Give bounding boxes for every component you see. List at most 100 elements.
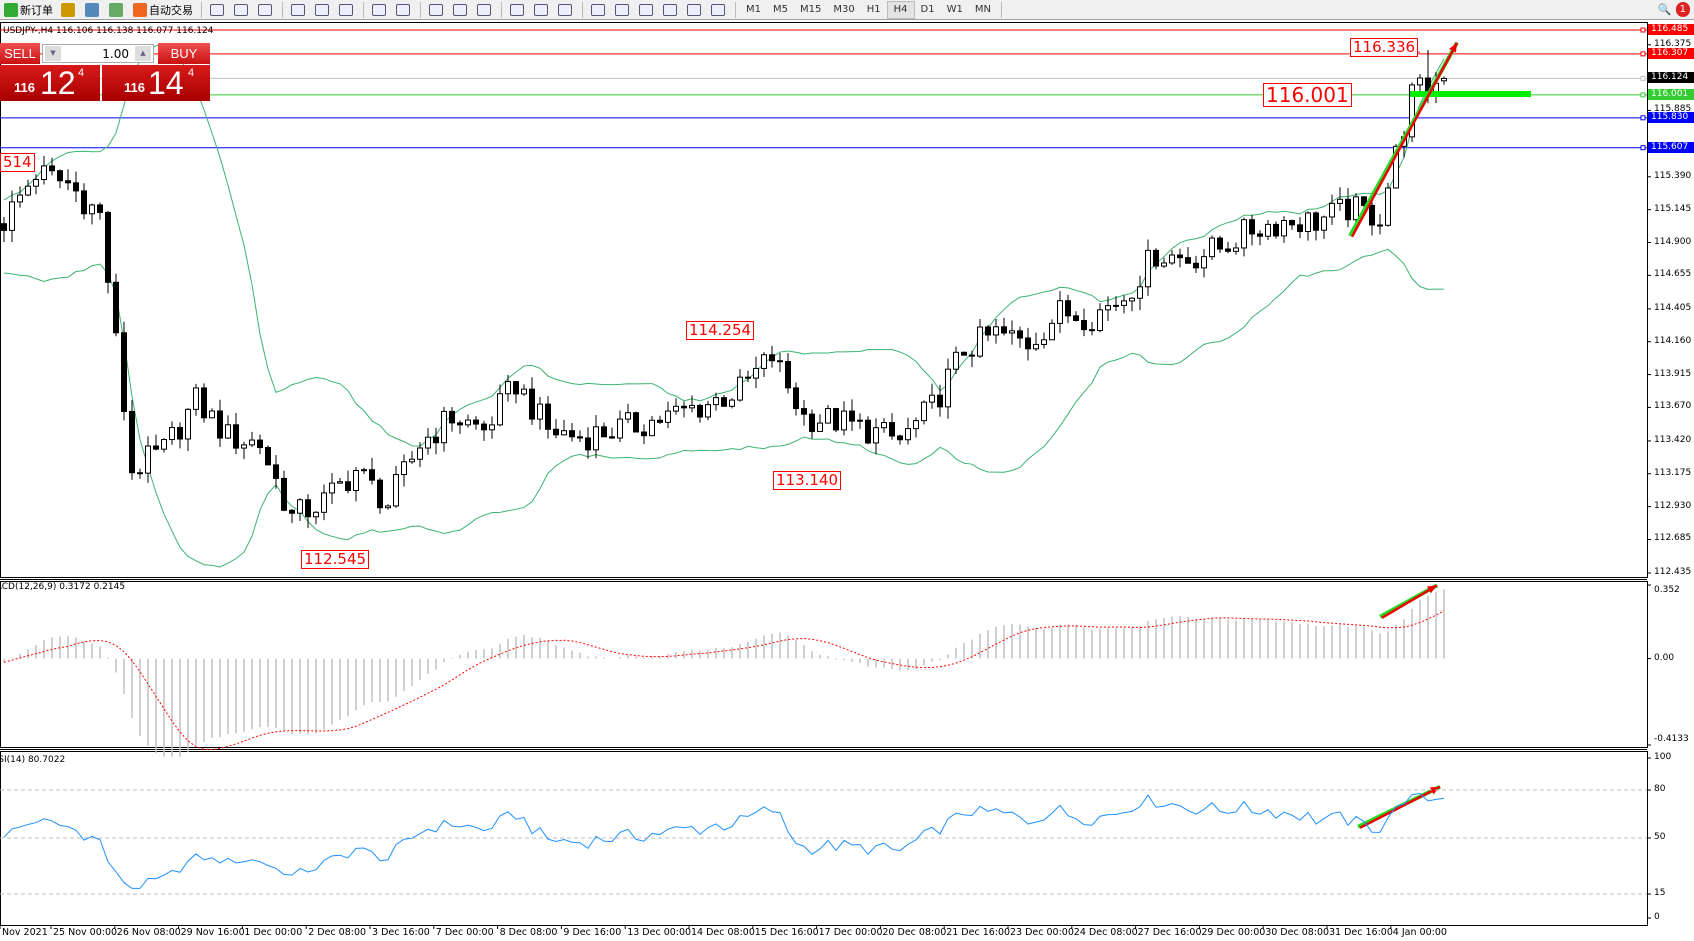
timeframe-m15[interactable]: M15: [800, 4, 822, 15]
toolbar-autotrading-button[interactable]: 自动交易: [129, 1, 197, 19]
candle: [969, 350, 975, 368]
price-annotation[interactable]: 112.545: [301, 550, 370, 569]
price-trend-arrow-red[interactable]: [1350, 42, 1459, 238]
text-label-icon[interactable]: [683, 1, 707, 19]
autoscroll-icon[interactable]: [392, 1, 416, 19]
arrows-icon[interactable]: [707, 1, 731, 19]
templates-icon-glyph: [477, 3, 491, 16]
line-handle[interactable]: [1640, 51, 1646, 57]
text-icon[interactable]: [659, 1, 683, 19]
buy-button[interactable]: BUY: [158, 43, 210, 64]
candle: [825, 404, 831, 424]
timeframe-w1[interactable]: W1: [946, 4, 963, 15]
price-axis-label: 112.930: [1654, 500, 1692, 511]
timeframe-h4[interactable]: H4: [886, 0, 915, 19]
time-axis-label: 9 Dec 16:00: [563, 927, 622, 938]
indicators-icon[interactable]: [425, 1, 449, 19]
candle: [433, 427, 439, 455]
periods-icon[interactable]: [449, 1, 473, 19]
candle: [921, 400, 927, 425]
templates-icon[interactable]: [473, 1, 497, 19]
line-handle[interactable]: [1640, 115, 1646, 121]
price-annotation[interactable]: 113.140: [773, 471, 842, 490]
trendline-icon[interactable]: [611, 1, 635, 19]
price-line-tag: 116.485: [1648, 24, 1694, 35]
candle: [497, 384, 503, 427]
toolbar-metaeditor-button[interactable]: [57, 1, 81, 19]
timeframe-h1[interactable]: H1: [866, 4, 881, 15]
toolbar-new-order-button[interactable]: 新订单: [0, 1, 57, 19]
toolbar-signal-button[interactable]: [105, 1, 129, 19]
candle: [97, 202, 103, 220]
chart-shift-icon[interactable]: [368, 1, 392, 19]
line-handle[interactable]: [1640, 27, 1646, 33]
timeframe-m30[interactable]: M30: [833, 4, 855, 15]
price-annotation[interactable]: 116.336: [1350, 38, 1419, 57]
candle: [81, 183, 87, 220]
macd-pane-frame: [0, 581, 1648, 748]
lot-down-icon[interactable]: ▼: [45, 46, 61, 61]
macd-label: MACD(12,26,9) 0.3172 0.2145: [0, 582, 126, 592]
candle: [417, 442, 423, 468]
candle: [385, 504, 391, 510]
autotrading-icon: [133, 2, 147, 17]
candle: [1009, 320, 1015, 345]
trendline-icon-glyph: [615, 3, 629, 16]
price-axis-label: 113.175: [1654, 467, 1692, 478]
chart-canvas[interactable]: [0, 20, 1694, 941]
toolbar-terminal-button[interactable]: [81, 1, 105, 19]
candle: [201, 383, 207, 423]
candle: [777, 352, 783, 373]
macd-trend-arrow-red[interactable]: [1381, 584, 1438, 619]
time-axis-label: 2 Dec 08:00: [308, 927, 367, 938]
rsi-trend-arrow-red[interactable]: [1359, 785, 1441, 829]
line-handle[interactable]: [1640, 145, 1646, 151]
line-chart-icon[interactable]: [254, 1, 278, 19]
cursor-icon[interactable]: [506, 1, 530, 19]
crosshair-icon[interactable]: [530, 1, 554, 19]
candle: [393, 466, 399, 508]
zoom-out-icon-glyph: [315, 3, 329, 16]
timeframe-m1[interactable]: M1: [746, 4, 761, 15]
price-axis-label: 114.405: [1654, 302, 1692, 313]
candle: [1049, 319, 1055, 341]
notification-badge[interactable]: 1: [1675, 2, 1690, 17]
timeframe-d1[interactable]: D1: [920, 4, 935, 15]
zoom-in-icon[interactable]: [287, 1, 311, 19]
candle: [1121, 295, 1127, 314]
price-annotation[interactable]: 114.254: [686, 321, 755, 340]
line-handle[interactable]: [1640, 92, 1646, 98]
line-handle[interactable]: [1640, 75, 1646, 81]
tile-windows-icon[interactable]: [335, 1, 359, 19]
sell-price-fraction: 4: [78, 67, 85, 79]
buy-price[interactable]: 116 14 4: [102, 65, 210, 101]
zoom-out-icon[interactable]: [311, 1, 335, 19]
candle: [225, 415, 231, 439]
candle: [625, 403, 631, 424]
price-annotation[interactable]: 116.001: [1263, 83, 1352, 107]
candle: [801, 399, 807, 426]
fibonacci-icon[interactable]: [635, 1, 659, 19]
sell-price[interactable]: 116 12 4: [0, 65, 100, 101]
timeframe-mn[interactable]: MN: [974, 4, 991, 15]
candle: [57, 169, 63, 189]
vertical-line-icon[interactable]: [554, 1, 578, 19]
horizontal-line-icon[interactable]: [587, 1, 611, 19]
candle: [1345, 188, 1351, 228]
candle: [977, 318, 983, 359]
sell-button[interactable]: SELL: [0, 43, 40, 64]
text-label-icon-glyph: [687, 3, 701, 16]
candle: [1369, 198, 1375, 236]
timeframe-m5[interactable]: M5: [773, 4, 788, 15]
lot-up-icon[interactable]: ▲: [135, 46, 151, 61]
bar-chart-icon[interactable]: [206, 1, 230, 19]
rsi-axis-label: 50: [1654, 832, 1666, 842]
candle: [633, 411, 639, 433]
price-annotation[interactable]: 514: [0, 153, 35, 172]
rsi-trend-arrow-arrowhead-icon: [1430, 786, 1440, 795]
candlestick-icon[interactable]: [230, 1, 254, 19]
target-zone[interactable]: [1410, 91, 1531, 98]
time-axis-label: 21 Dec 16:00: [946, 927, 1011, 938]
lot-size-input[interactable]: ▼ 1.00 ▲: [42, 44, 154, 63]
search-icon[interactable]: 🔍: [1657, 3, 1672, 16]
